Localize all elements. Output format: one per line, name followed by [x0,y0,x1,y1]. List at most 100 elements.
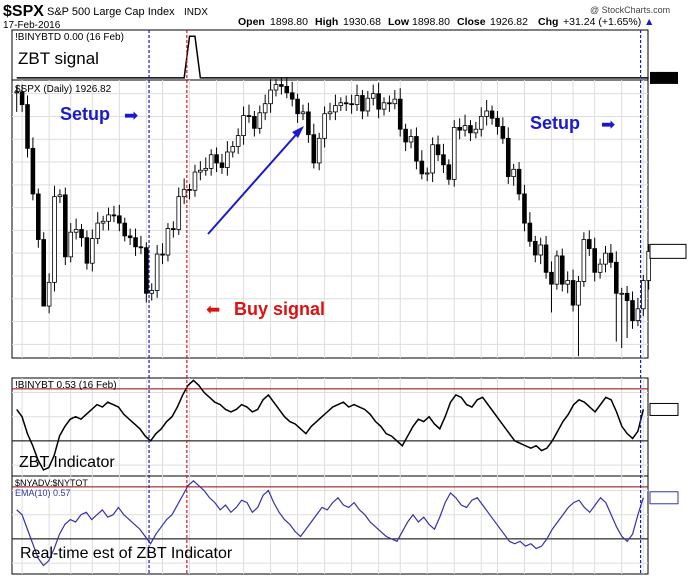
price-candle [133,237,138,248]
realtime-zbt-panel [11,475,649,575]
price-candle [176,196,182,230]
price-candle [630,300,635,322]
low-value: 1898.80 [412,16,450,28]
price-candle [100,220,106,224]
chart-series [14,30,687,574]
zbt-signal-annotation: ZBT signal [18,49,99,68]
price-candle [597,263,603,273]
price-candle [532,240,538,256]
price-candle [246,115,252,117]
price-candle [430,144,435,174]
price-candle [468,125,473,134]
realtime-annotation: Real-time est of ZBT Indicator [20,545,233,562]
price-candle [63,194,68,258]
zbt-indicator-panel-title: !BINYBT 0.53 (16 Feb) [15,380,117,391]
price-candle [284,85,290,94]
price-candle [392,98,398,105]
price-candle [316,137,322,164]
price-candle [338,102,344,106]
chart-date: 17-Feb-2016 [3,20,61,31]
price-candle [171,228,176,230]
price-candle [187,188,192,191]
price-candle [403,128,408,143]
price-candle [144,247,149,294]
price-candle [14,91,19,94]
realtime-ema-label: EMA(10) 0.57 [15,488,71,498]
realtime-panel-title: $NYADV:$NYTOT [15,478,88,488]
price-candle [624,292,630,301]
price-candle [451,126,457,180]
price-candle [419,160,425,175]
price-candle [576,281,581,306]
symbol-label: $SPX [3,3,44,20]
chg-up-arrow-icon: ▲ [644,16,654,28]
price-candle [641,280,646,310]
price-panel-title: $SPX (Daily) 1926.82 [15,84,112,95]
price-candle [565,280,570,285]
price-candle [484,110,489,117]
price-candle [527,222,533,242]
zbt-indicator-line [16,379,645,471]
price-candle [360,95,365,112]
price-candle [327,111,333,115]
price-candle [122,222,128,237]
price-candle [478,116,484,130]
price-candle [646,250,651,281]
price-candle [511,168,516,178]
price-candle [559,255,565,285]
price-candle [500,126,506,139]
price-candle [192,171,198,191]
price-candle [306,111,311,136]
price-candle [181,188,187,198]
price-candle [295,98,300,115]
price-candle [84,237,90,264]
price-candle [354,95,360,106]
price-candle [46,281,52,307]
price-candle [127,235,133,239]
price-candle [343,102,349,105]
price-candle [149,290,155,294]
close-label: Close [457,16,486,28]
price-candle [543,244,549,273]
price-candle [376,93,381,110]
price-candle [414,136,419,162]
price-last-value-box [649,243,687,259]
price-candle [570,280,576,306]
price-candle [381,102,387,110]
high-label: High [315,16,338,28]
price-candle [230,146,236,153]
price-candle [79,229,84,239]
exchange-label: INDX [184,7,208,18]
last-value-box [649,491,679,505]
setup-right-arrow-icon: ➡ [601,115,615,134]
setup-right-annotation: Setup [530,113,580,133]
price-candle [457,126,462,131]
price-candle [111,214,117,217]
price-candle [165,228,171,256]
price-candle [198,169,203,173]
price-candle [397,98,403,130]
price-candle [25,104,30,149]
price-candle [349,103,354,106]
price-candle [365,97,371,112]
price-panel [11,79,649,359]
price-candle [538,244,543,256]
price-candle [252,116,257,129]
price-candle [208,154,214,169]
stockcharts-watermark: @ StockCharts.com [590,5,670,15]
price-candle [473,128,479,134]
price-candle [370,93,376,99]
price-candle [225,151,230,168]
price-candle [635,308,641,322]
price-candle [30,147,36,195]
price-candle [154,253,160,291]
price-candle [603,252,608,265]
chg-value: +31.24 (+1.65%) [563,16,641,28]
price-candle [333,105,338,113]
price-candle [424,172,430,175]
close-value: 1926.82 [490,16,528,28]
price-candle [516,168,522,195]
buy-signal-arrow-icon: ⬅ [206,300,220,319]
price-candle [322,113,327,139]
